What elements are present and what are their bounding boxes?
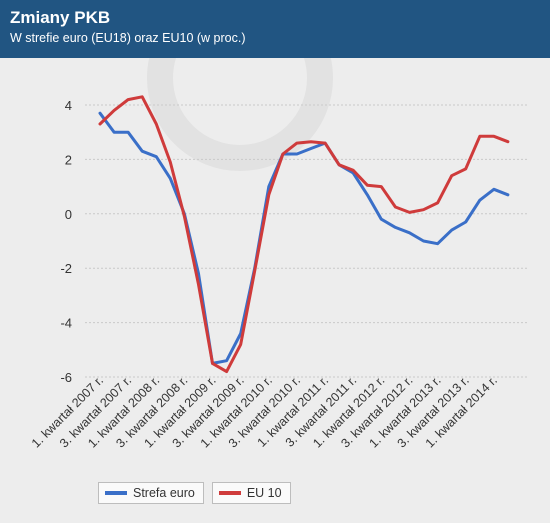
legend-item-strefa-euro[interactable]: Strefa euro	[98, 482, 204, 504]
y-tick-label: -4	[60, 316, 72, 331]
legend-swatch-strefa-euro	[105, 491, 127, 495]
y-tick-label: -2	[60, 261, 72, 276]
chart-title: Zmiany PKB	[10, 8, 111, 27]
legend-label-strefa-euro: Strefa euro	[133, 486, 195, 500]
legend: Strefa euro EU 10	[98, 482, 291, 504]
line-chart: 420-2-4-61. kwartał 2007 r.3. kwartał 20…	[29, 58, 528, 450]
plot-area: 4 2 0 -2 -4 -6 1. kwartał 2007 r. 3. kwartał 20…	[0, 58, 550, 523]
legend-label-eu10: EU 10	[246, 486, 282, 500]
y-tick-label: 0	[65, 207, 72, 222]
y-tick-label: -6	[60, 370, 72, 385]
chart-header: Zmiany PKB W strefie euro (EU18) oraz EU…	[0, 0, 550, 58]
legend-swatch-eu10	[218, 491, 241, 495]
series-line-strefa-euro	[98, 111, 510, 365]
y-tick-label: 4	[65, 98, 72, 113]
legend-item-eu10[interactable]: EU 10	[211, 482, 291, 504]
y-tick-label: 2	[65, 152, 72, 167]
watermark-ring	[147, 58, 333, 171]
series-line-eu10	[98, 95, 510, 374]
chart-subtitle: W strefie euro (EU18) oraz EU10 (w proc.…	[10, 31, 246, 45]
